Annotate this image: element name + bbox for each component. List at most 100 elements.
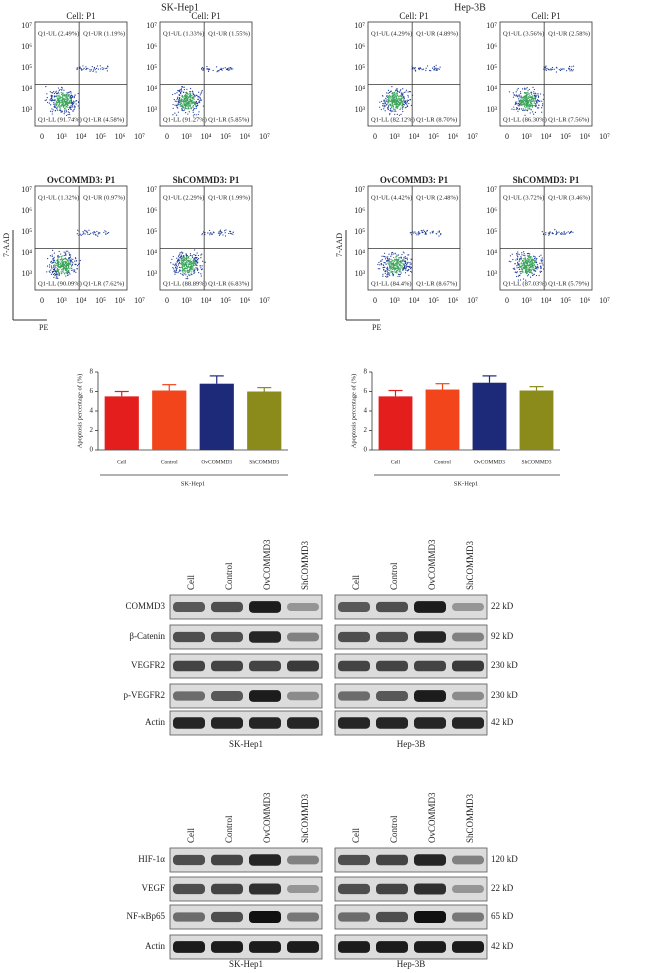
blot-band <box>211 941 243 953</box>
plot-frame <box>367 185 461 291</box>
event-dot <box>395 256 397 258</box>
event-dot <box>517 275 520 277</box>
event-dot <box>515 259 517 261</box>
event-dot <box>512 92 514 94</box>
event-dot <box>536 107 539 109</box>
event-dot <box>181 259 184 261</box>
blot-band <box>211 660 243 672</box>
event-dot <box>228 232 230 235</box>
event-dot <box>106 232 109 234</box>
event-dot <box>198 91 200 93</box>
event-dot <box>392 97 394 99</box>
event-dot <box>67 260 69 262</box>
event-dot <box>201 89 203 92</box>
event-dot <box>198 100 200 102</box>
event-dot <box>194 257 196 259</box>
event-dot <box>189 254 192 257</box>
event-dot <box>383 100 385 103</box>
event-dot <box>526 265 528 267</box>
event-dot <box>544 69 546 71</box>
event-dot <box>64 104 66 106</box>
event-dot <box>400 107 402 109</box>
event-dot <box>532 111 534 113</box>
event-dot <box>389 112 391 115</box>
quadrant-label: Q1-UR (0.97%) <box>83 194 125 201</box>
event-dot <box>61 86 63 88</box>
blot-band <box>338 717 370 729</box>
event-dot <box>48 102 50 104</box>
event-dot <box>526 263 528 265</box>
event-dot <box>70 92 72 94</box>
event-dot <box>187 101 189 103</box>
event-dot <box>89 233 91 236</box>
event-dot <box>531 105 534 107</box>
event-dot <box>389 101 391 103</box>
event-dot <box>387 268 389 270</box>
event-dot <box>526 270 528 272</box>
event-dot <box>59 88 61 91</box>
event-dot <box>85 66 87 68</box>
event-dot <box>536 264 539 266</box>
event-dot <box>531 272 533 274</box>
event-dot <box>377 268 379 270</box>
event-dot <box>198 272 200 274</box>
event-dot <box>185 112 187 114</box>
event-dot <box>385 97 387 100</box>
event-dot <box>379 106 381 108</box>
event-dot <box>64 254 66 257</box>
event-dot <box>175 114 178 116</box>
event-dot <box>67 263 69 265</box>
bar <box>199 383 234 450</box>
event-dot <box>66 103 68 106</box>
event-dot <box>181 273 183 275</box>
quadrant-label: Q1-LR (7.56%) <box>548 116 589 123</box>
event-dot <box>195 114 197 116</box>
event-dot <box>520 258 523 260</box>
event-dot <box>516 265 518 267</box>
blot-band <box>376 854 408 866</box>
event-dot <box>400 95 402 98</box>
plot-frame <box>34 21 128 127</box>
event-dot <box>386 260 388 262</box>
event-dot <box>176 99 178 101</box>
event-dot <box>519 102 521 104</box>
blot-band <box>211 631 243 643</box>
event-dot <box>208 229 211 232</box>
lane-label: Control <box>224 562 234 590</box>
blot-band <box>173 717 205 729</box>
event-dot <box>533 269 535 271</box>
event-dot <box>564 233 567 235</box>
event-dot <box>54 264 56 266</box>
event-dot <box>416 234 418 236</box>
event-dot <box>519 274 521 276</box>
event-dot <box>48 270 50 272</box>
event-dot <box>525 264 527 267</box>
quadrant-label: Q1-UL (4.29%) <box>371 30 412 37</box>
event-dot <box>409 261 411 264</box>
blot-band <box>249 631 281 643</box>
event-dot <box>185 265 188 267</box>
event-dot <box>179 257 181 259</box>
event-dot <box>537 267 539 269</box>
event-dot <box>52 273 55 276</box>
event-dot <box>217 70 219 72</box>
event-dot <box>520 92 522 95</box>
event-dot <box>555 66 558 68</box>
event-dot <box>73 95 75 98</box>
event-dot <box>206 68 208 70</box>
event-dot <box>51 113 53 115</box>
event-dot <box>54 110 56 112</box>
event-dot <box>402 102 404 104</box>
event-dot <box>194 256 197 258</box>
event-dot <box>398 102 400 104</box>
event-dot <box>228 69 230 71</box>
event-dot <box>67 97 69 100</box>
x-tick-label: 10⁴ <box>76 132 87 141</box>
event-dot <box>400 99 402 101</box>
axis-label: PE <box>39 323 48 332</box>
event-dot <box>528 256 530 258</box>
x-tick-label: Control <box>161 459 178 465</box>
event-dot <box>195 264 198 266</box>
event-dot <box>401 108 404 110</box>
event-dot <box>540 270 543 273</box>
